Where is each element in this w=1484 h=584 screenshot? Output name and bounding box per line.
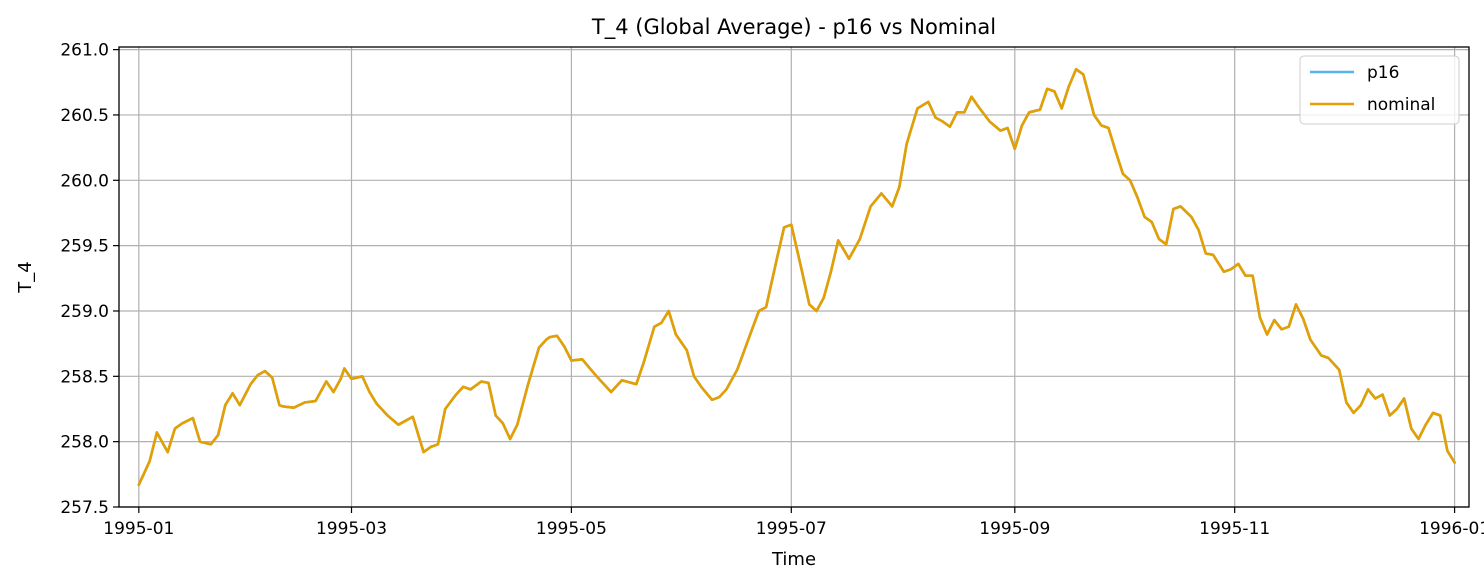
legend: p16 nominal xyxy=(1299,55,1460,125)
legend-label-nominal: nominal xyxy=(1367,95,1435,115)
y-tick-label: 260.0 xyxy=(60,171,109,191)
y-tick-label: 258.0 xyxy=(60,433,109,453)
legend-label-p16: p16 xyxy=(1367,63,1399,83)
y-tick-label: 261.0 xyxy=(60,41,109,61)
x-axis: 1995-01 1995-03 1995-05 1995-07 1995-09 1995-… xyxy=(103,507,1484,539)
y-tick-label: 259.5 xyxy=(60,237,109,257)
x-tick-label: 1995-05 xyxy=(536,519,607,539)
y-axis: 257.5 258.0 258.5 259.0 259.5 260.0 260.5 261.0 xyxy=(60,41,119,518)
y-axis-label: T_4 xyxy=(15,261,36,293)
gridlines xyxy=(119,47,1469,508)
x-tick-label: 1995-03 xyxy=(316,519,387,539)
x-tick-label: 1995-11 xyxy=(1199,519,1270,539)
x-tick-label: 1995-07 xyxy=(756,519,827,539)
y-tick-label: 257.5 xyxy=(60,498,109,518)
x-tick-label: 1995-09 xyxy=(979,519,1050,539)
x-axis-label: Time xyxy=(771,549,816,570)
chart-title: T_4 (Global Average) - p16 vs Nominal xyxy=(591,15,996,40)
x-tick-label: 1996-01 xyxy=(1419,519,1484,539)
y-tick-label: 259.0 xyxy=(60,302,109,322)
plot-area-frame xyxy=(118,46,1470,508)
y-tick-label: 258.5 xyxy=(60,367,109,387)
y-tick-label: 260.5 xyxy=(60,106,109,126)
x-tick-label: 1995-01 xyxy=(103,519,174,539)
series-line-nominal xyxy=(137,67,1456,487)
series-layer xyxy=(137,67,1456,487)
